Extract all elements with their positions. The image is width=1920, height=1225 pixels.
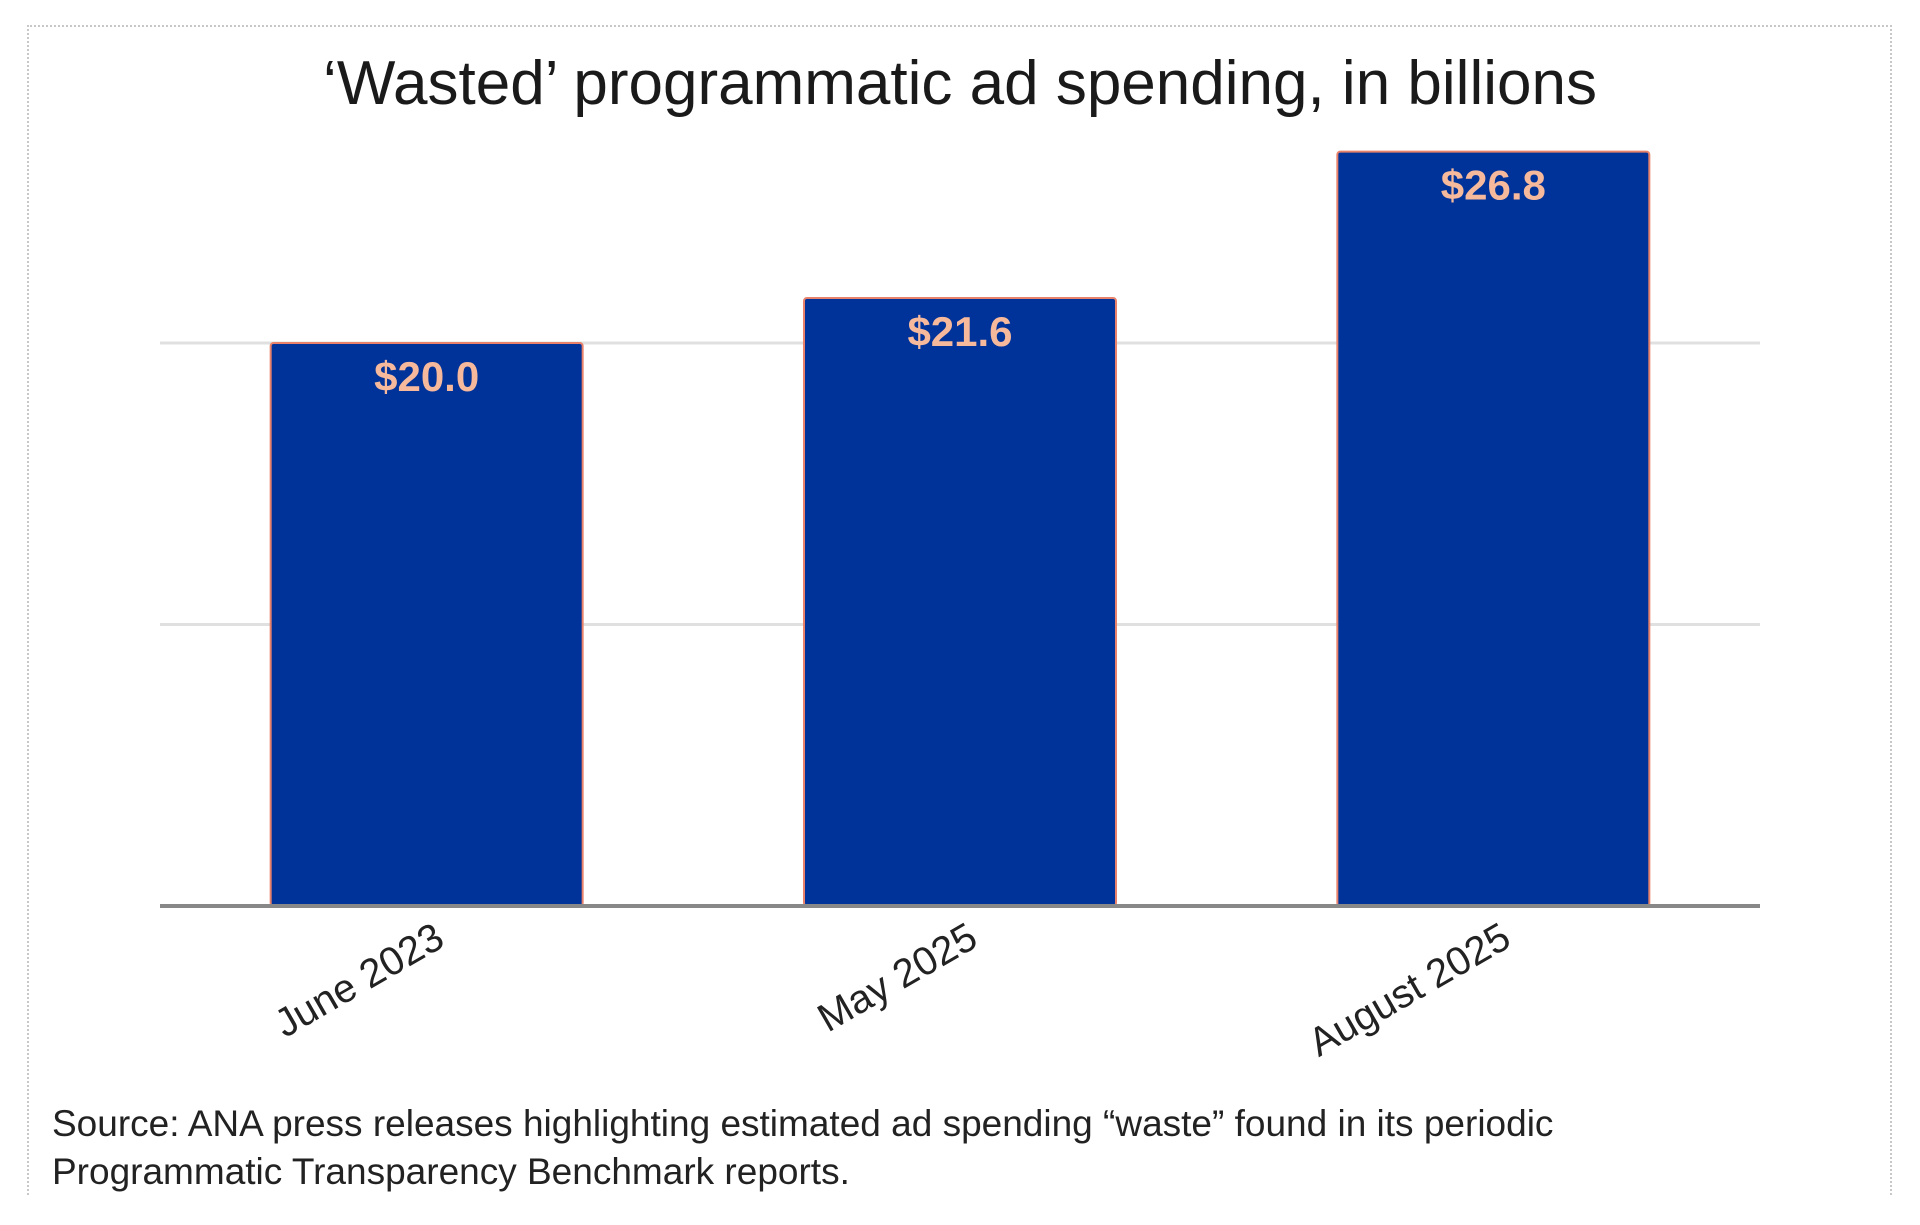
data-label: $21.6: [907, 308, 1012, 355]
source-note: Source: ANA press releases highlighting …: [52, 1100, 1852, 1196]
data-label: $26.8: [1441, 162, 1546, 209]
chart-frame: [27, 25, 1892, 1195]
bar: [1336, 150, 1651, 907]
x-tick-label: August 2025: [1301, 915, 1518, 1065]
source-line-1: Source: ANA press releases highlighting …: [52, 1103, 1554, 1144]
chart-title: ‘Wasted’ programmatic ad spending, in bi…: [323, 49, 1597, 118]
bar: [803, 296, 1117, 907]
x-tick-label: May 2025: [810, 915, 984, 1041]
data-label: $20.0: [374, 353, 479, 400]
bar: [269, 342, 584, 907]
source-line-2: Programmatic Transparency Benchmark repo…: [52, 1151, 850, 1192]
x-tick-label: June 2023: [267, 915, 451, 1047]
